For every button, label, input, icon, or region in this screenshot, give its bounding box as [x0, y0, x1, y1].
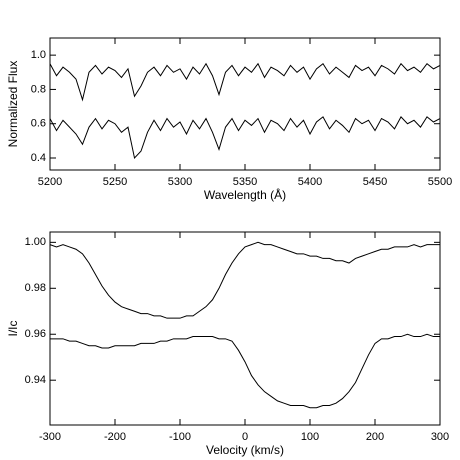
x-tick-label: 200 [366, 431, 384, 443]
x-tick-label: 100 [301, 431, 319, 443]
x-tick-label: 5500 [428, 176, 452, 188]
y-tick-label: 0.94 [25, 374, 46, 386]
x-tick-label: 5350 [233, 176, 257, 188]
x-tick-label: -200 [104, 431, 126, 443]
x-tick-label: 0 [242, 431, 248, 443]
y-tick-label: 0.98 [25, 282, 46, 294]
x-tick-label: -300 [39, 431, 61, 443]
y-tick-label: 0.4 [31, 152, 46, 164]
x-tick-label: 5300 [168, 176, 192, 188]
x-axis-label: Velocity (km/s) [206, 443, 284, 457]
y-tick-label: 1.00 [25, 236, 46, 248]
x-tick-label: 5400 [298, 176, 322, 188]
x-tick-label: 5200 [38, 176, 62, 188]
y-tick-label: 0.8 [31, 83, 46, 95]
series-line [49, 116, 441, 160]
y-tick-label: 0.6 [31, 118, 46, 130]
plot-frame [49, 231, 441, 426]
y-tick-label: 0.96 [25, 328, 46, 340]
x-tick-label: -100 [169, 431, 191, 443]
series-line [49, 62, 441, 102]
y-axis-label: Normalized Flux [6, 61, 20, 148]
series-line [50, 333, 440, 409]
x-tick-label: 5250 [103, 176, 127, 188]
x-tick-label: 5450 [363, 176, 387, 188]
x-axis-label: Wavelength (Å) [204, 187, 286, 202]
y-axis-label: I/Ic [6, 320, 20, 336]
series-line [49, 241, 440, 319]
y-tick-label: 1.0 [31, 49, 46, 61]
x-tick-label: 300 [431, 431, 449, 443]
plot-frame [49, 37, 441, 171]
